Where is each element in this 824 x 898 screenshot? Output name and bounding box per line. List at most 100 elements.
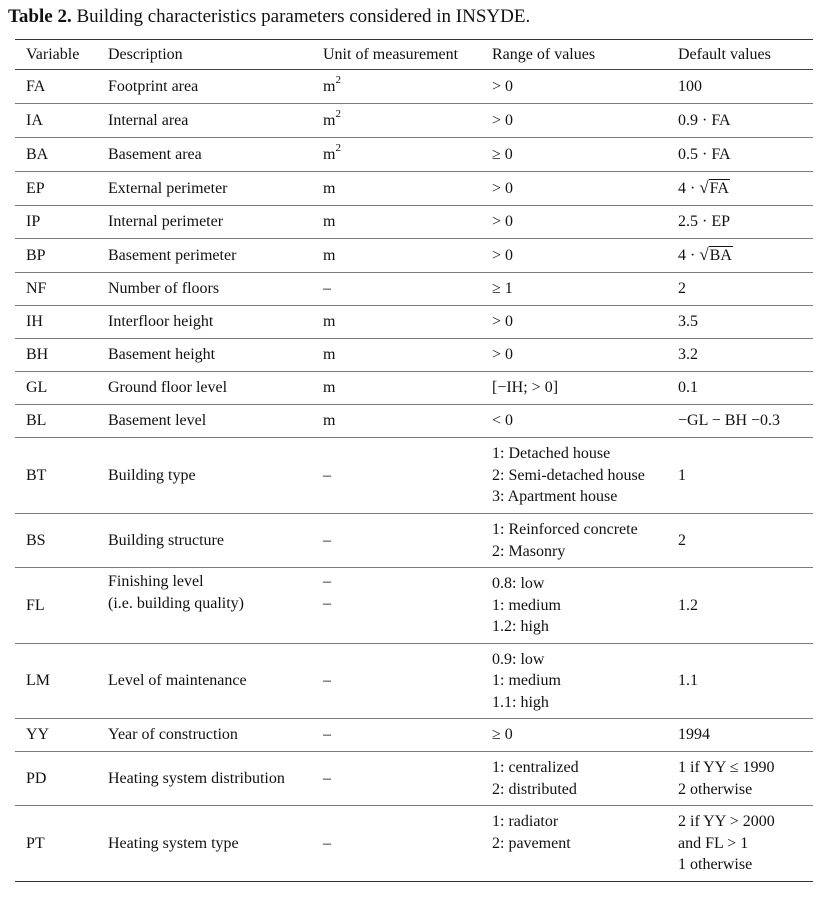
cell-range: 1: centralized 2: distributed bbox=[482, 751, 672, 806]
cell-description: Internal perimeter bbox=[97, 205, 312, 239]
default-line: 1994 bbox=[678, 726, 710, 744]
cell-range: ≥ 0 bbox=[482, 137, 672, 172]
cell-default: 3.5 bbox=[672, 305, 813, 339]
cell-range: > 0 bbox=[482, 238, 672, 273]
cell-description: Basement area bbox=[97, 137, 312, 172]
cell-default: 0.9 · FA bbox=[672, 103, 813, 138]
range-line: 0.9: low bbox=[492, 650, 545, 668]
range-line: 2: pavement bbox=[492, 834, 571, 852]
parameters-table: Variable Description Unit of measurement… bbox=[15, 39, 813, 882]
default-line: −GL − BH −0.3 bbox=[678, 412, 781, 430]
range-line: 2: Masonry bbox=[492, 542, 566, 560]
cell-variable: BS bbox=[15, 513, 97, 568]
cell-variable: EP bbox=[15, 171, 97, 206]
cell-unit: – bbox=[312, 643, 482, 719]
description-line: Level of maintenance bbox=[108, 672, 247, 690]
range-line: < 0 bbox=[492, 412, 514, 430]
unit-exponent: 2 bbox=[335, 142, 341, 155]
table-row: BT Building type – 1: Detached house 2: Semi… bbox=[15, 437, 813, 514]
cell-description: Interfloor height bbox=[97, 305, 312, 339]
range-line: > 0 bbox=[492, 77, 514, 95]
sqrt-expression: 4 · √BA bbox=[678, 245, 733, 265]
table-header: Variable Description Unit of measurement… bbox=[15, 39, 813, 70]
table-caption: Table 2. Building characteristics parame… bbox=[8, 6, 530, 28]
cell-unit: m bbox=[312, 404, 482, 438]
header-unit: Unit of measurement bbox=[312, 39, 482, 70]
cell-range: ≥ 0 bbox=[482, 718, 672, 752]
unit-line: – bbox=[323, 726, 331, 744]
cell-unit: m bbox=[312, 205, 482, 239]
range-line: [−IH; > 0] bbox=[492, 379, 559, 397]
unit-line: – bbox=[323, 594, 331, 612]
default-line: 0.1 bbox=[678, 379, 698, 397]
table-row: BH Basement height m > 0 3.2 bbox=[15, 338, 813, 372]
range-line: > 0 bbox=[492, 111, 514, 129]
description-line: Basement area bbox=[108, 145, 202, 163]
sqrt-radicand: FA bbox=[708, 179, 730, 198]
description-line: Finishing level bbox=[108, 573, 204, 590]
range-line: 1: centralized bbox=[492, 759, 579, 776]
cell-range: > 0 bbox=[482, 69, 672, 104]
cell-unit: – bbox=[312, 437, 482, 514]
table-row: BL Basement level m < 0 −GL − BH −0.3 bbox=[15, 404, 813, 438]
cell-range: > 0 bbox=[482, 103, 672, 138]
range-line: > 0 bbox=[492, 213, 514, 231]
range-line: 1: radiator bbox=[492, 813, 559, 830]
default-line: 0.5 · FA bbox=[678, 145, 731, 163]
unit-line: – bbox=[323, 466, 331, 484]
table-body: FA Footprint area m2 > 0 100 IA Internal area m… bbox=[15, 69, 813, 882]
table-row: BS Building structure – 1: Reinforced concr… bbox=[15, 513, 813, 568]
cell-unit: – bbox=[312, 751, 482, 806]
cell-range: 1: radiator 2: pavement bbox=[482, 805, 672, 882]
table-row: LM Level of maintenance – 0.9: low 1: medium… bbox=[15, 643, 813, 719]
default-line: 1.2 bbox=[678, 596, 698, 614]
range-line: 1.2: high bbox=[492, 618, 549, 636]
description-line: (i.e. building quality) bbox=[108, 594, 244, 612]
table-row: IA Internal area m2 > 0 0.9 · FA bbox=[15, 103, 813, 138]
cell-range: < 0 bbox=[482, 404, 672, 438]
sqrt-radicand: BA bbox=[708, 246, 733, 265]
cell-unit: – – bbox=[312, 567, 482, 644]
table-row: YY Year of construction – ≥ 0 1994 bbox=[15, 718, 813, 752]
caption-label: Table 2. bbox=[8, 6, 72, 27]
sqrt-prefix: 4 · bbox=[678, 247, 700, 265]
cell-unit: – bbox=[312, 805, 482, 882]
cell-default: 2 bbox=[672, 513, 813, 568]
cell-default: 1 bbox=[672, 437, 813, 514]
cell-default: 100 bbox=[672, 69, 813, 104]
description-line: Building structure bbox=[108, 531, 224, 549]
table-row: BA Basement area m2 ≥ 0 0.5 · FA bbox=[15, 137, 813, 172]
cell-default: 2.5 · EP bbox=[672, 205, 813, 239]
table-row: GL Ground floor level m [−IH; > 0] 0.1 bbox=[15, 371, 813, 405]
unit-base: m bbox=[323, 145, 336, 163]
cell-unit: m bbox=[312, 371, 482, 405]
default-line: 3.2 bbox=[678, 346, 698, 364]
cell-description: Basement perimeter bbox=[97, 238, 312, 273]
range-line: 1: medium bbox=[492, 596, 561, 614]
cell-description: Level of maintenance bbox=[97, 643, 312, 719]
cell-variable: YY bbox=[15, 718, 97, 752]
description-line: Footprint area bbox=[108, 77, 199, 95]
cell-description: Basement level bbox=[97, 404, 312, 438]
cell-variable: LM bbox=[15, 643, 97, 719]
range-line: > 0 bbox=[492, 179, 514, 197]
cell-variable: BA bbox=[15, 137, 97, 172]
default-line: 3.5 bbox=[678, 313, 698, 331]
range-line: > 0 bbox=[492, 313, 514, 331]
cell-unit: m2 bbox=[312, 137, 482, 172]
cell-description: Number of floors bbox=[97, 272, 312, 306]
unit-line: m bbox=[323, 412, 336, 430]
table-row: FL Finishing level (i.e. building quality)… bbox=[15, 567, 813, 644]
cell-variable: BP bbox=[15, 238, 97, 273]
description-line: Basement level bbox=[108, 412, 207, 430]
range-line: ≥ 0 bbox=[492, 726, 513, 744]
header-range: Range of values bbox=[482, 39, 672, 70]
cell-variable: IA bbox=[15, 103, 97, 138]
table-row: NF Number of floors – ≥ 1 2 bbox=[15, 272, 813, 306]
cell-description: External perimeter bbox=[97, 171, 312, 206]
unit-line: m bbox=[323, 379, 336, 397]
cell-unit: m bbox=[312, 238, 482, 273]
unit-line: m bbox=[323, 313, 336, 331]
header-default: Default values bbox=[672, 39, 813, 70]
range-line: > 0 bbox=[492, 246, 514, 264]
